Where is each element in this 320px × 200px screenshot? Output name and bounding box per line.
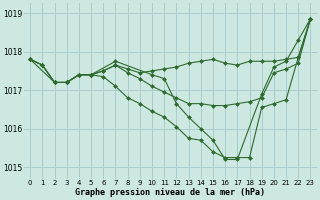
X-axis label: Graphe pression niveau de la mer (hPa): Graphe pression niveau de la mer (hPa) <box>75 188 265 197</box>
